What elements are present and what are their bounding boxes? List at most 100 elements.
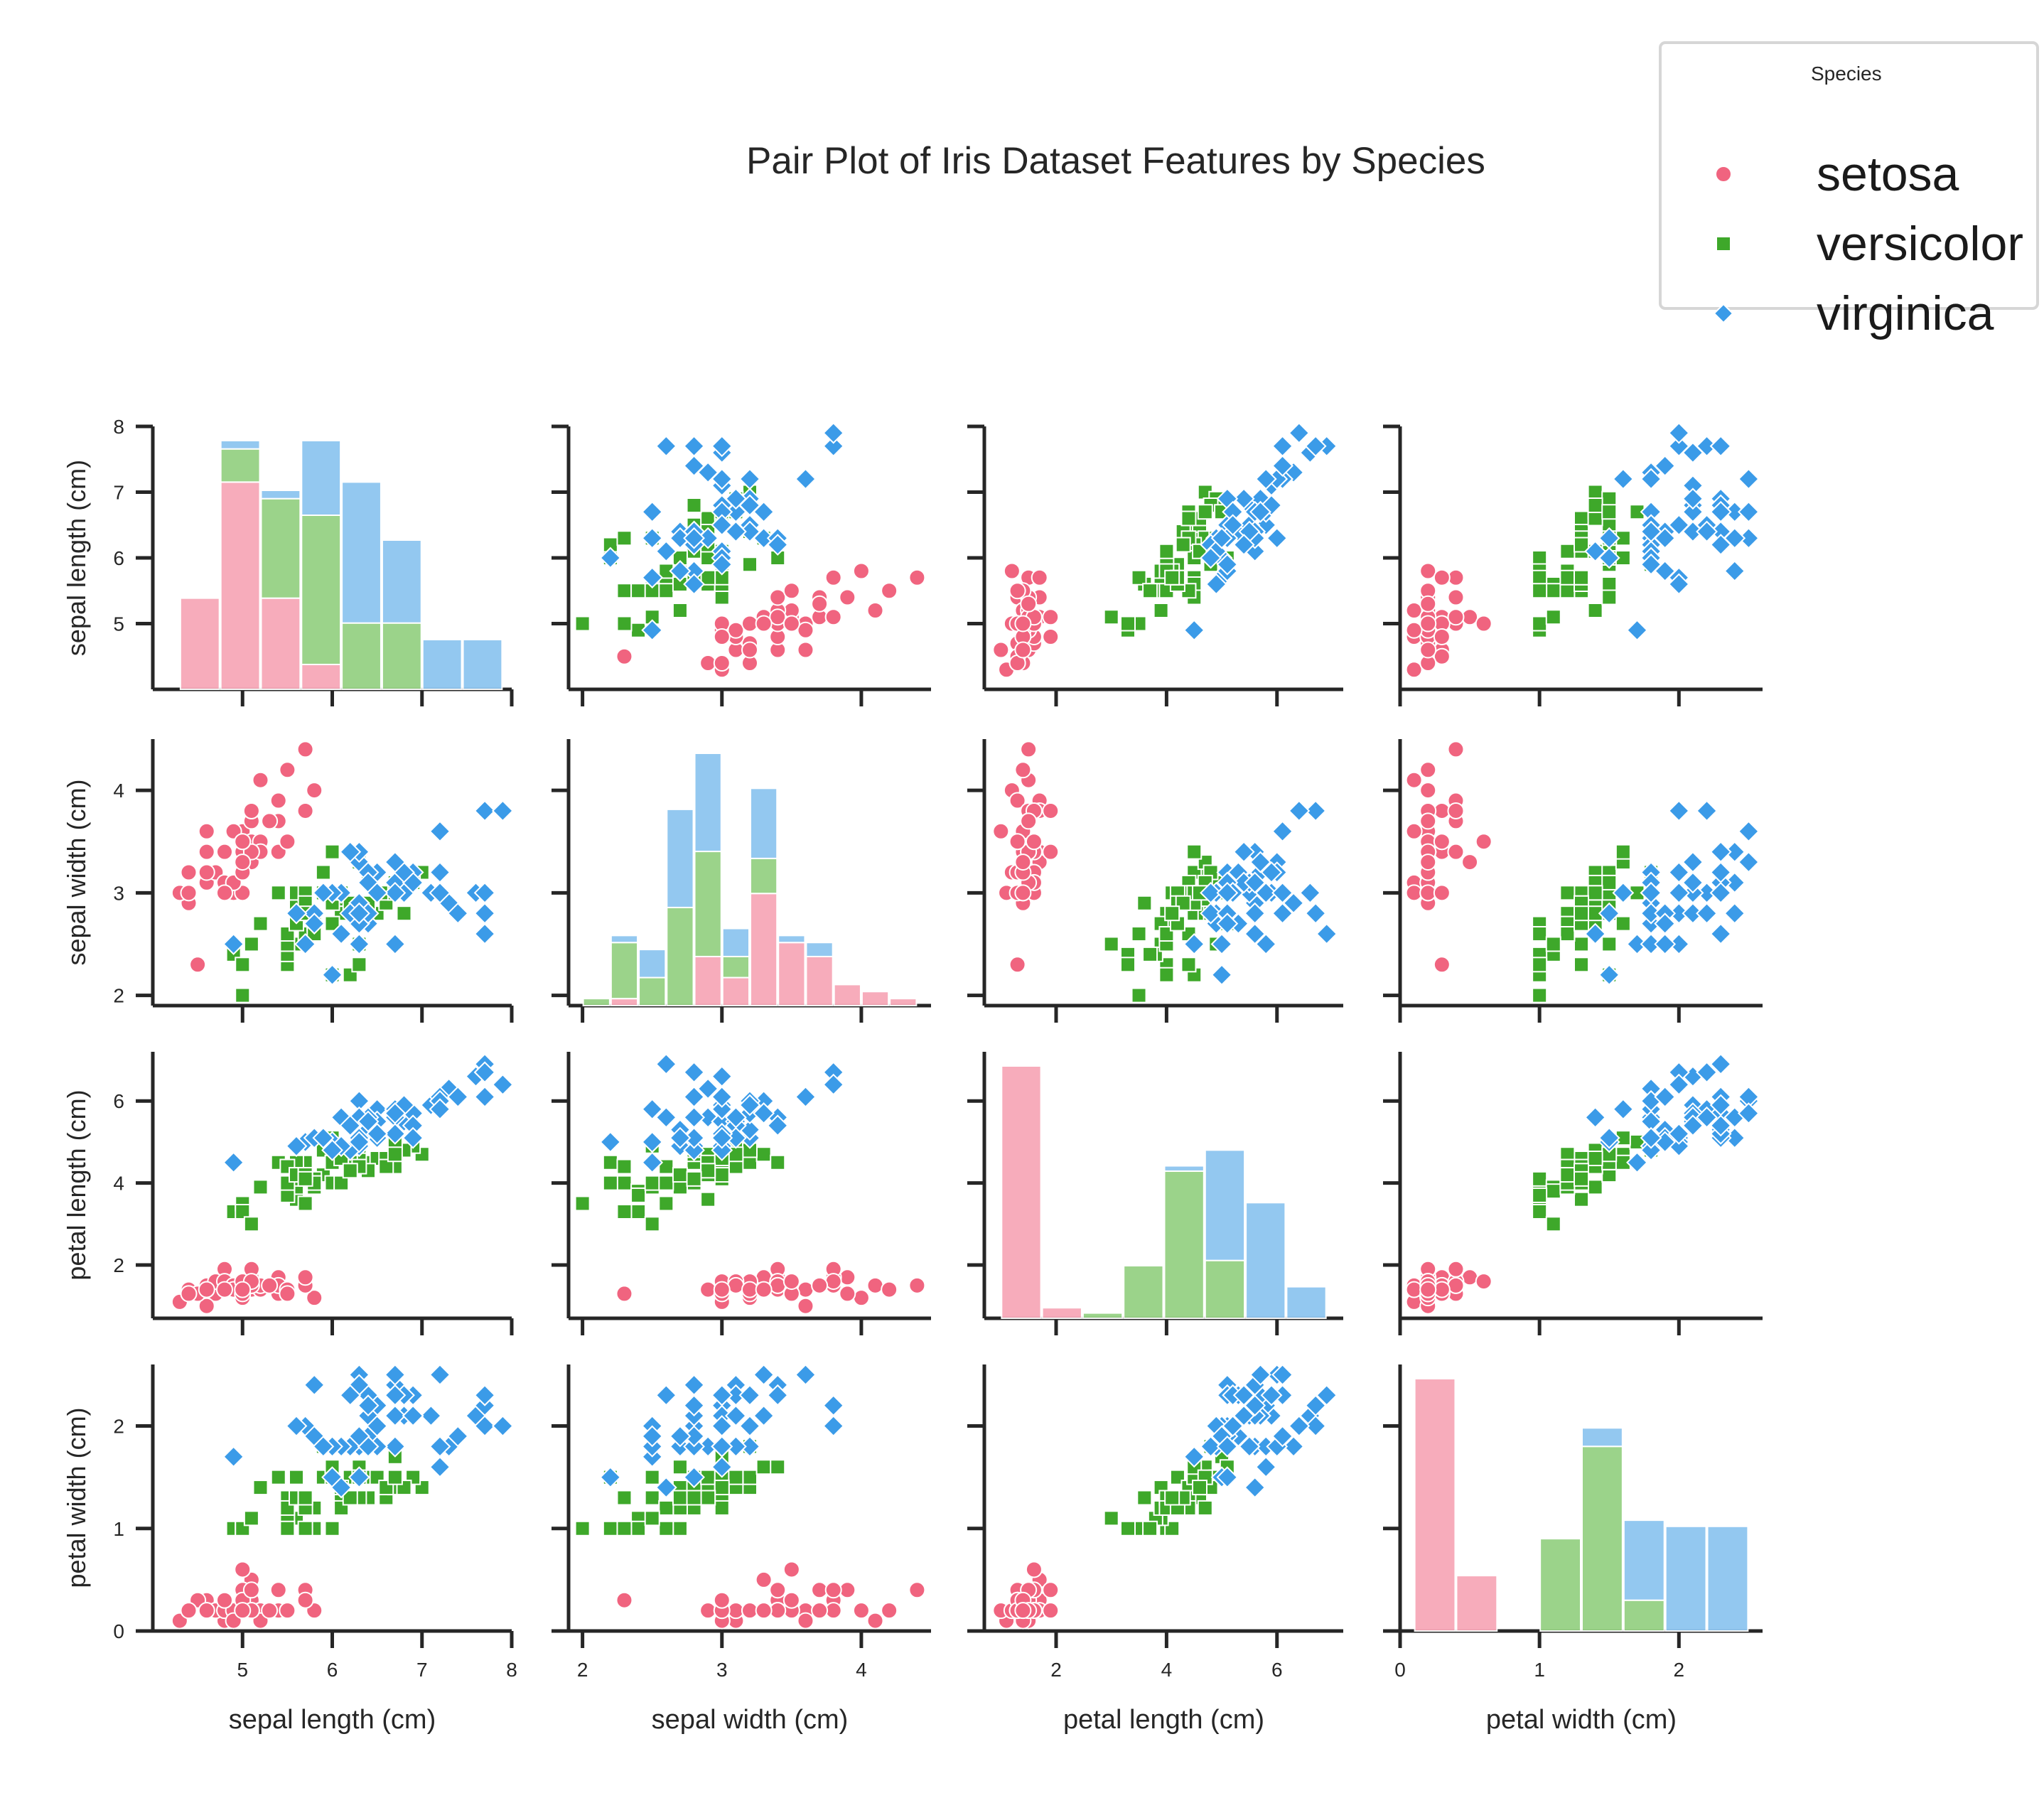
cell-r2-c1-point-setosa bbox=[908, 1276, 926, 1294]
cell-r0-c1-point-setosa bbox=[769, 588, 787, 606]
cell-r1-c1-hist-bar-virginica bbox=[750, 787, 778, 859]
cell-r2-c1-point-versicolor bbox=[616, 1158, 633, 1175]
cell-r0-c3-point-versicolor bbox=[1587, 510, 1603, 527]
y-axis-label-sepal-width-cm: sepal width (cm) bbox=[62, 779, 91, 965]
cell-r1-c0-point-virginica bbox=[348, 902, 370, 925]
cell-r3-c3-hist-bar-virginica bbox=[1664, 1525, 1707, 1632]
cell-r1-c0-point-setosa bbox=[296, 802, 314, 819]
cell-r0-c3-point-virginica bbox=[1696, 520, 1718, 543]
cell-r0-c1-point-versicolor bbox=[616, 530, 633, 547]
cell-r1-c3-point-virginica bbox=[1709, 922, 1732, 945]
cell-r2-c3-point-versicolor bbox=[1587, 1151, 1603, 1166]
cell-r0-c3-point-versicolor bbox=[1601, 504, 1618, 520]
cell-r3-c1-point-virginica bbox=[822, 1394, 845, 1417]
cell-r3-c1-point-versicolor bbox=[574, 1520, 591, 1536]
cell-r2-c0-point-setosa bbox=[261, 1276, 279, 1294]
cell-r3-c0-point-setosa bbox=[242, 1581, 260, 1599]
cell-r3-c1-point-versicolor bbox=[658, 1500, 674, 1516]
cell-r1-c0-point-setosa bbox=[189, 956, 207, 974]
cell-r1-c2-point-setosa bbox=[1014, 761, 1032, 779]
cell-r2-c0-point-setosa bbox=[180, 1285, 198, 1303]
legend-label: virginica bbox=[1817, 286, 1994, 340]
cell-r3-c0-point-virginica bbox=[384, 1404, 407, 1427]
cell-r1-c3-point-versicolor bbox=[1532, 926, 1548, 942]
chart-title: Pair Plot of Iris Dataset Features by Sp… bbox=[746, 140, 1485, 182]
cell-r2-c3-point-virginica bbox=[1584, 1106, 1607, 1129]
cell-r3-c1-point-versicolor bbox=[672, 1520, 688, 1536]
cell-r0-c0-hist-bar-virginica bbox=[462, 639, 503, 690]
cell-r2-c1-point-virginica bbox=[641, 1151, 664, 1174]
cell-r0-c0-hist-bar-versicolor bbox=[260, 497, 301, 599]
cell-r3-c0-point-versicolor bbox=[324, 1520, 340, 1536]
cell-r0-c1-point-versicolor bbox=[574, 615, 591, 632]
cell-r2-c1-point-virginica bbox=[641, 1131, 664, 1153]
cell-r1-c1-hist-bar-virginica bbox=[638, 949, 667, 979]
cell-r0-c3-point-versicolor bbox=[1545, 583, 1561, 599]
cell-r1-c0-point-virginica bbox=[222, 933, 245, 955]
cell-r2-c2-hist-bar-virginica bbox=[1245, 1202, 1286, 1319]
cell-r2-c1-point-versicolor bbox=[602, 1175, 618, 1191]
cell-r0-c3-point-virginica bbox=[1737, 468, 1760, 490]
cell-r1-c2-point-versicolor bbox=[1186, 844, 1203, 860]
cell-r0-c2-point-setosa bbox=[1020, 595, 1038, 613]
cell-r3-c3-hist-bar-setosa bbox=[1414, 1378, 1456, 1632]
legend-item-setosa: setosa bbox=[1662, 142, 2038, 206]
cell-r3-c0-point-virginica bbox=[429, 1455, 451, 1478]
cell-r3-c1-point-setosa bbox=[881, 1602, 898, 1620]
cell-r0-c1-point-versicolor bbox=[658, 583, 674, 599]
cell-r2-c1-point-setosa bbox=[769, 1276, 787, 1294]
cell-r3-c2-point-virginica bbox=[1232, 1384, 1255, 1406]
cell-r1-c0-point-versicolor bbox=[324, 844, 340, 860]
y-tick-label: 2 bbox=[113, 1416, 124, 1438]
cell-r3-c0-point-versicolor bbox=[297, 1520, 313, 1536]
cell-r1-c0-point-setosa bbox=[306, 782, 323, 800]
cell-r1-c0-point-virginica bbox=[339, 841, 362, 863]
x-axis-label-sepal-length-cm: sepal length (cm) bbox=[229, 1705, 436, 1735]
cell-r0-c2-point-setosa bbox=[1003, 562, 1021, 580]
cell-r0-c1-point-setosa bbox=[755, 615, 773, 632]
cell-r0-c3-point-virginica bbox=[1709, 435, 1732, 458]
cell-r0-c1-point-setosa bbox=[713, 628, 731, 645]
cell-r2-c0-point-virginica bbox=[312, 1126, 335, 1149]
cell-r3-c0-point-virginica bbox=[491, 1415, 514, 1437]
cell-r0-c0-hist-bar-virginica bbox=[381, 539, 422, 624]
cell-r0-c1-point-virginica bbox=[795, 468, 817, 490]
cell-r0-c1-point-setosa bbox=[769, 608, 787, 626]
cell-r2-c1-point-setosa bbox=[782, 1273, 800, 1291]
cell-r2-c3-point-setosa bbox=[1475, 1273, 1492, 1291]
cell-r2-c1-point-setosa bbox=[881, 1281, 898, 1298]
cell-r0-c1-point-versicolor bbox=[616, 583, 633, 599]
cell-r1-c0-point-virginica bbox=[473, 881, 496, 904]
cell-r2-c1-point-virginica bbox=[738, 1094, 761, 1116]
cell-r0-c1-point-virginica bbox=[683, 455, 705, 477]
cell-r1-c1-hist-bar-versicolor bbox=[610, 942, 639, 1000]
cell-r3-c2-point-virginica bbox=[1316, 1384, 1338, 1406]
cell-r1-c1-hist-bar-versicolor bbox=[638, 976, 667, 1006]
cell-r3-c1-point-virginica bbox=[753, 1404, 775, 1427]
cell-r3-c2-point-virginica bbox=[1304, 1415, 1327, 1437]
cell-r0-c0-hist-bar-versicolor bbox=[381, 622, 422, 691]
cell-r3-c1-point-versicolor bbox=[755, 1459, 772, 1475]
cell-r0-c2-point-virginica bbox=[1266, 527, 1289, 549]
cell-r0-c1-point-setosa bbox=[615, 647, 633, 665]
cell-r2-c2-hist-bar-virginica bbox=[1286, 1286, 1327, 1319]
cell-r0-c3-point-virginica bbox=[1667, 573, 1690, 596]
cell-r0-c1-point-setosa bbox=[824, 608, 842, 626]
cell-r1-c3-point-virginica bbox=[1709, 841, 1732, 863]
cell-r3-c1-point-setosa bbox=[713, 1591, 731, 1609]
cell-r1-c2-point-setosa bbox=[1008, 792, 1026, 809]
cell-r2-c2-hist-bar-versicolor bbox=[1082, 1312, 1124, 1319]
cell-r3-c0-point-setosa bbox=[269, 1581, 287, 1599]
cell-r1-c0-point-virginica bbox=[473, 902, 496, 925]
cell-r2-c0-point-versicolor bbox=[297, 1170, 313, 1187]
cell-r0-c1-point-virginica bbox=[711, 468, 733, 490]
cell-r0-c3-point-setosa bbox=[1433, 628, 1451, 645]
cell-r0-c1-point-virginica bbox=[711, 435, 733, 458]
cell-r0-c1-point-virginica bbox=[641, 619, 664, 642]
cell-r2-c3-point-setosa bbox=[1461, 1269, 1479, 1286]
cell-r2-c1-point-virginica bbox=[655, 1106, 677, 1129]
cell-r1-c0-point-virginica bbox=[473, 922, 496, 945]
cell-r2-c2-hist-bar-versicolor bbox=[1204, 1259, 1246, 1320]
cell-r0-c3-point-versicolor bbox=[1574, 510, 1589, 527]
cell-r2-c3-point-virginica bbox=[1696, 1061, 1718, 1084]
